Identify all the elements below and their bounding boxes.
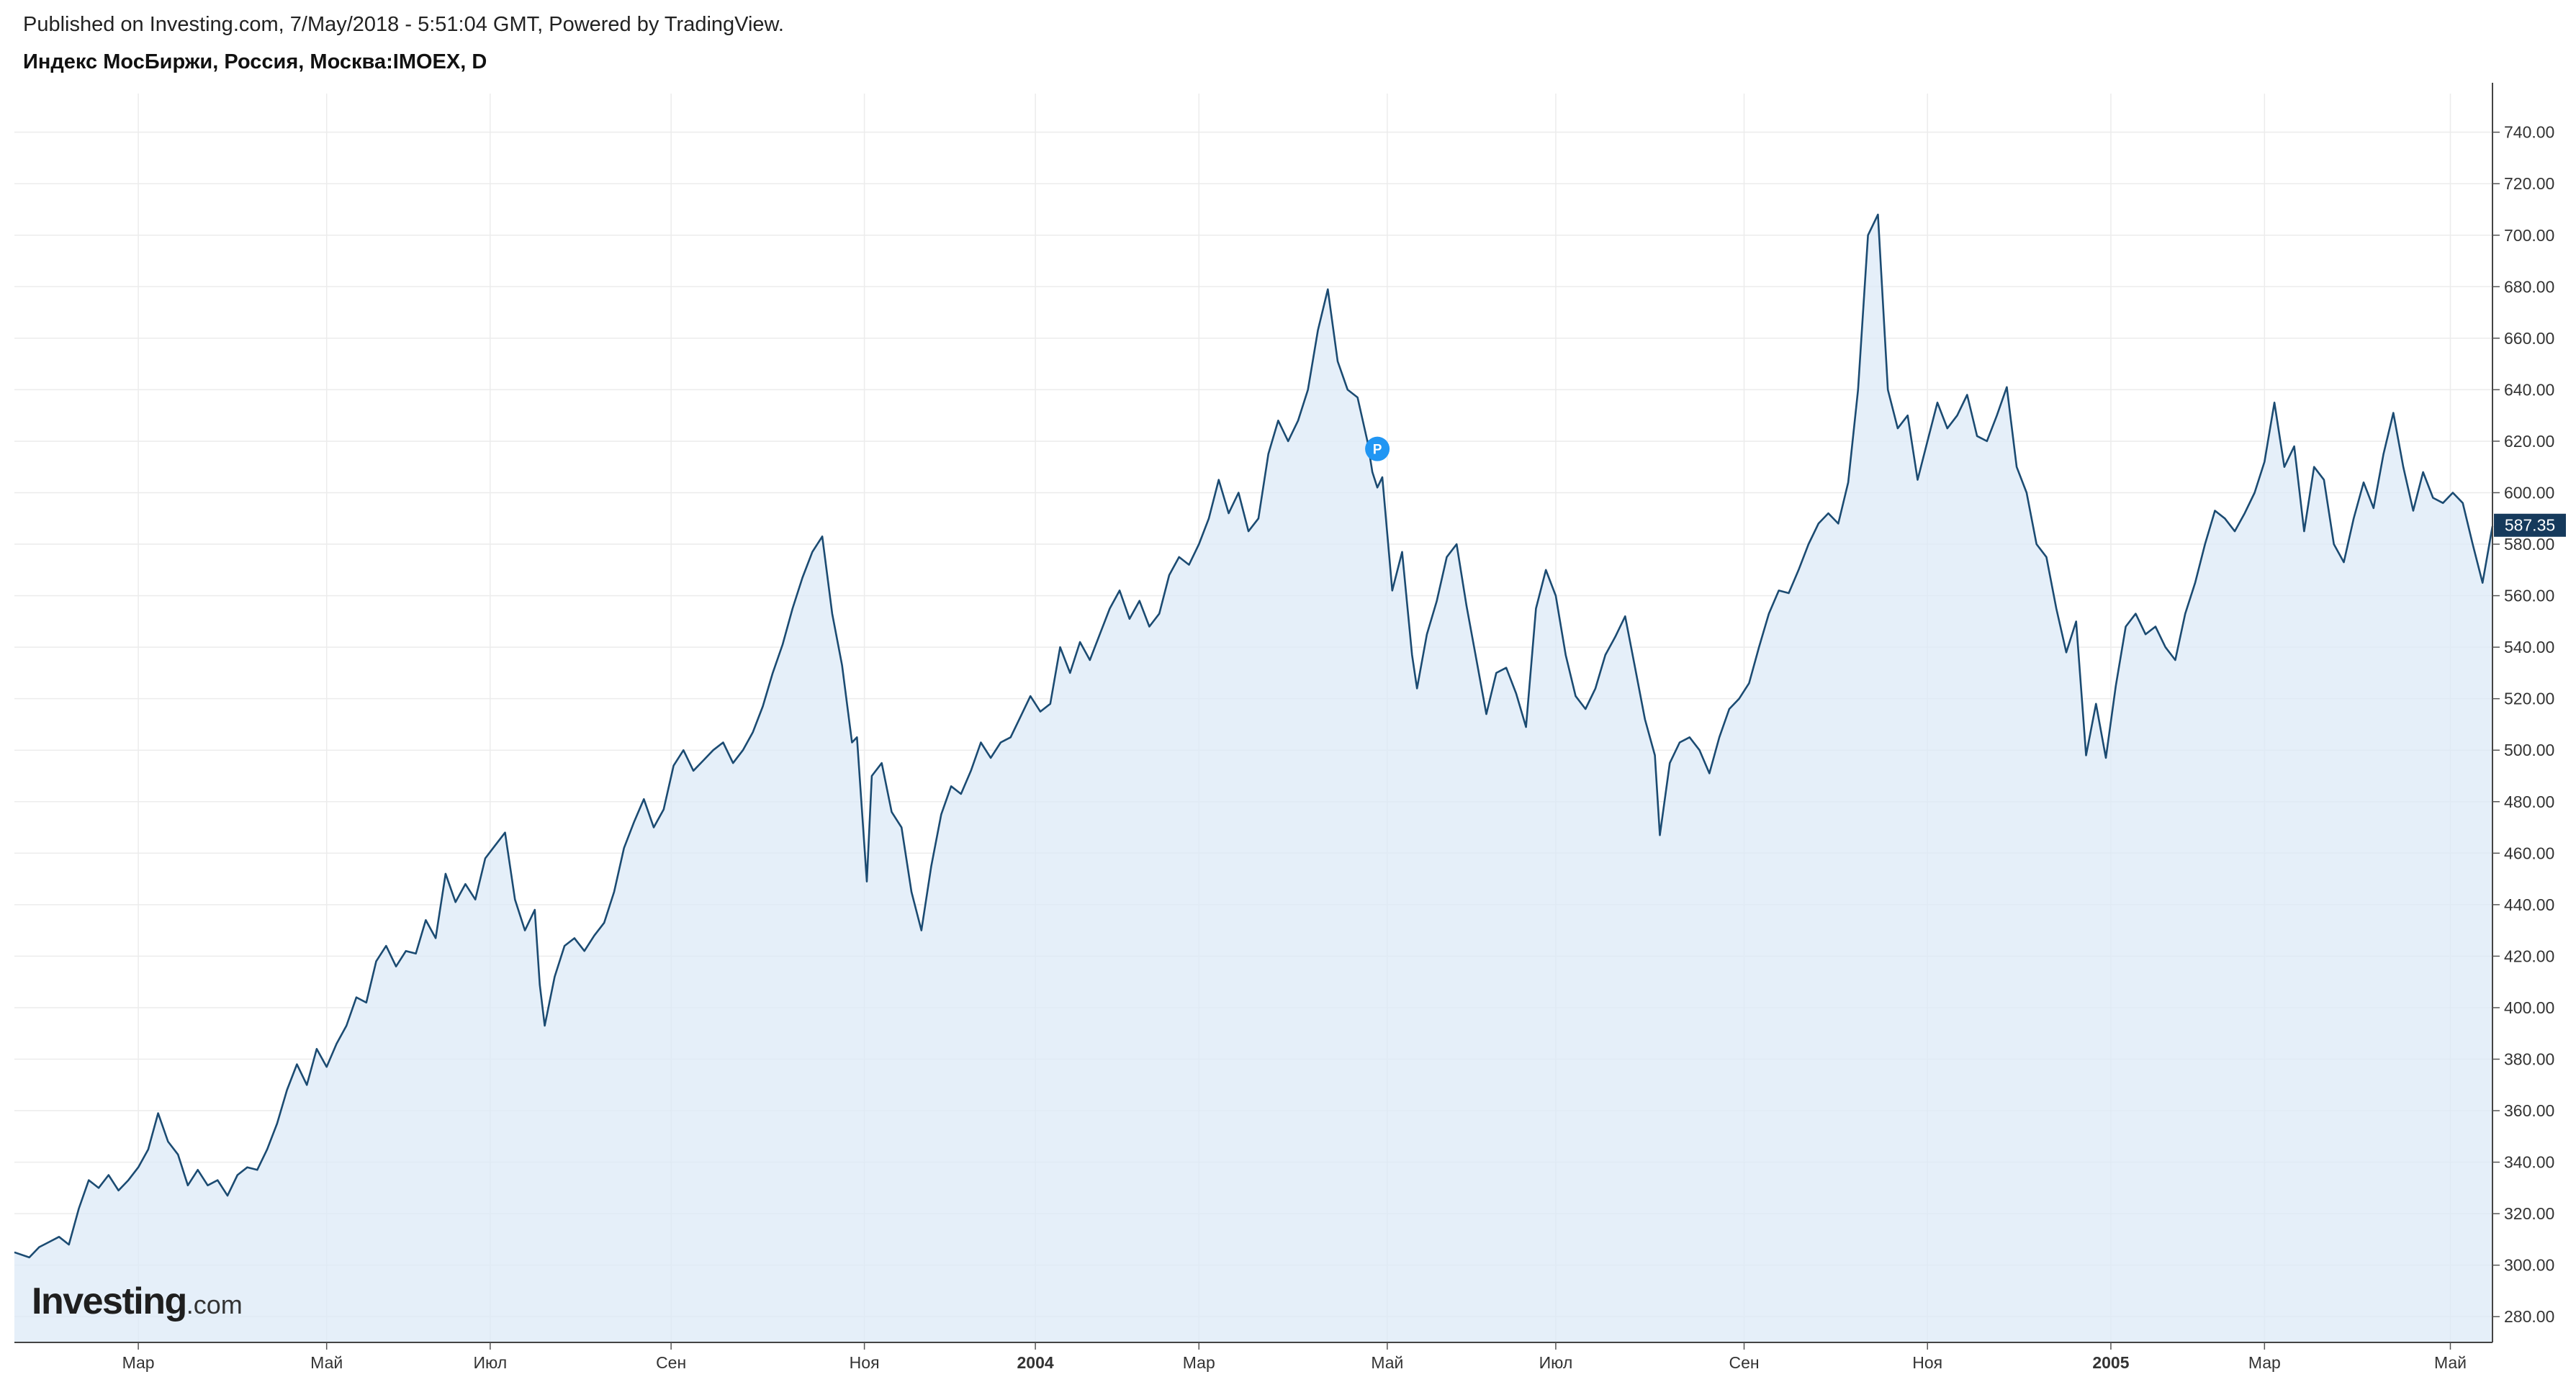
chart-overlays: 587.35 P [1365, 436, 2566, 537]
y-axis-ticks: 280.00 300.00 320.00 340.00 360.00 380.00 400.… [2492, 123, 2554, 1326]
x-tick-label: Июл [1539, 1353, 1573, 1372]
y-tick-label: 580.00 [2504, 535, 2554, 554]
y-tick-label: 740.00 [2504, 123, 2554, 142]
y-tick-label: 340.00 [2504, 1153, 2554, 1172]
x-tick-label: 2004 [1017, 1353, 1054, 1372]
x-tick-label: Май [310, 1353, 343, 1372]
published-caption: Published on Investing.com, 7/May/2018 -… [23, 13, 784, 36]
x-tick-label: Сен [1729, 1353, 1759, 1372]
y-tick-label: 460.00 [2504, 844, 2554, 862]
y-tick-label: 620.00 [2504, 432, 2554, 451]
x-tick-label: Мар [1183, 1353, 1215, 1372]
y-tick-label: 540.00 [2504, 638, 2554, 656]
y-tick-label: 600.00 [2504, 483, 2554, 502]
x-tick-label: Ноя [850, 1353, 880, 1372]
x-tick-label: 2005 [2092, 1353, 2129, 1372]
x-tick-label: Мар [122, 1353, 155, 1372]
x-tick-label: Сен [656, 1353, 686, 1372]
y-tick-label: 300.00 [2504, 1256, 2554, 1275]
y-tick-label: 660.00 [2504, 329, 2554, 348]
chart-axes [14, 83, 2493, 1343]
y-tick-label: 520.00 [2504, 690, 2554, 708]
x-tick-label: Май [2434, 1353, 2467, 1372]
y-tick-label: 380.00 [2504, 1049, 2554, 1068]
area-fill [14, 214, 2492, 1343]
event-marker-label: P [1373, 443, 1382, 458]
y-tick-label: 360.00 [2504, 1101, 2554, 1120]
y-tick-label: 400.00 [2504, 998, 2554, 1017]
y-tick-label: 320.00 [2504, 1204, 2554, 1223]
price-line [14, 213, 2494, 1259]
y-tick-label: 560.00 [2504, 587, 2554, 605]
y-tick-label: 440.00 [2504, 895, 2554, 914]
investing-logo: Investing.com [32, 1280, 243, 1323]
y-tick-label: 640.00 [2504, 380, 2554, 399]
y-tick-label: 700.00 [2504, 226, 2554, 245]
x-tick-label: Ноя [1912, 1353, 1942, 1372]
y-tick-label: 680.00 [2504, 277, 2554, 296]
x-tick-label: Май [1371, 1353, 1403, 1372]
y-tick-label: 480.00 [2504, 792, 2554, 811]
chart-area-series [14, 213, 2494, 1343]
last-price-label: 587.35 [2505, 516, 2555, 535]
x-axis-ticks: Мар Май Июл Сен Ноя 2004 Мар Май Июл Сен Ноя 2005 Ма… [122, 1342, 2467, 1372]
logo-main: Investing [32, 1281, 187, 1322]
y-tick-label: 720.00 [2504, 174, 2554, 193]
y-tick-label: 500.00 [2504, 741, 2554, 759]
event-marker [1365, 436, 1390, 461]
logo-suffix: .com [186, 1290, 243, 1319]
y-tick-label: 280.00 [2504, 1307, 2554, 1326]
y-tick-label: 420.00 [2504, 947, 2554, 965]
x-tick-label: Мар [2248, 1353, 2281, 1372]
last-price-tag [2494, 513, 2566, 537]
x-tick-label: Июл [474, 1353, 508, 1372]
instrument-title: Индекс МосБиржи, Россия, Москва:IMOEX, D [23, 50, 487, 73]
